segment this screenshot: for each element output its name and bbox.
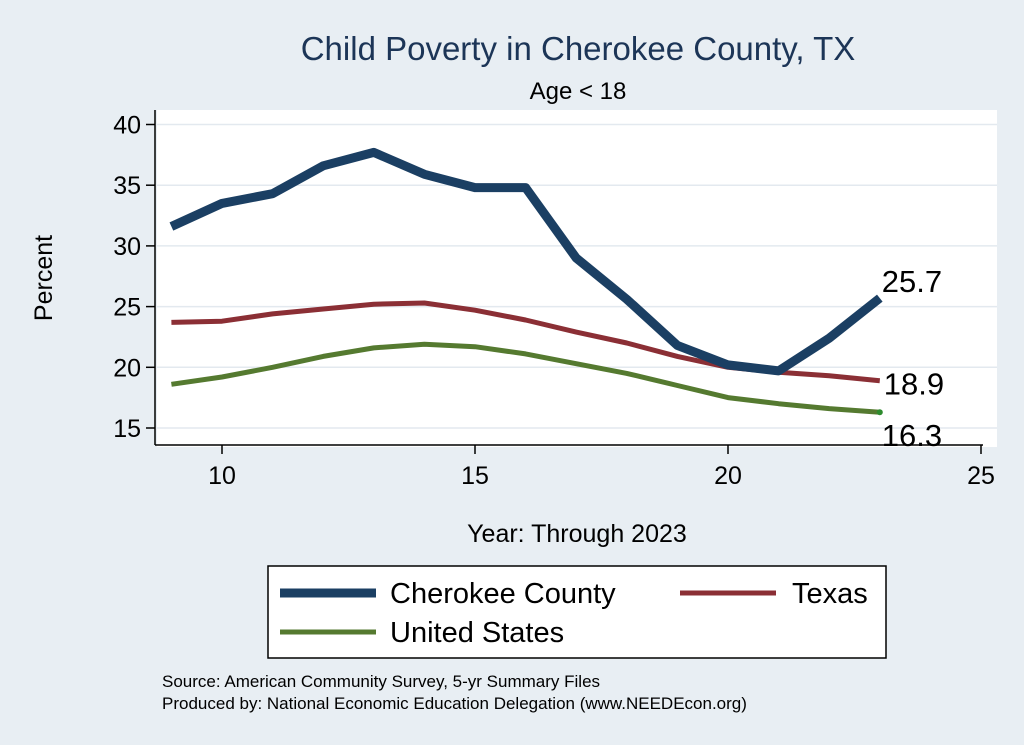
legend: Cherokee County Texas United States [267,565,887,659]
chart-subtitle: Age < 18 [530,78,627,105]
source-note: Source: American Community Survey, 5-yr … [162,672,600,691]
x-tick-label: 15 [461,462,489,490]
y-axis-title: Percent [30,235,58,321]
chart-title: Child Poverty in Cherokee County, TX [301,30,856,67]
legend-label-cherokee-county: Cherokee County [390,578,616,610]
legend-label-united-states: United States [390,617,564,649]
y-tick-label: 30 [113,233,141,261]
y-tick-label: 40 [113,112,141,140]
end-label-cherokee-county: 25.7 [882,264,942,299]
plot-area [157,110,997,447]
x-tick-label: 25 [967,462,995,490]
end-labels: 25.7 18.9 16.3 [882,264,944,453]
x-axis-title: Year: Through 2023 [467,520,687,548]
x-tick-label: 10 [208,462,236,490]
y-tick-label: 35 [113,172,141,200]
series-end-marker [876,409,883,416]
series-group [169,147,883,416]
legend-label-texas: Texas [792,578,868,610]
legend-box [267,565,887,659]
end-label-united-states: 16.3 [882,418,942,453]
y-tick-label: 15 [113,415,141,443]
y-tick-label: 25 [113,294,141,322]
x-tick-label: 20 [714,462,742,490]
y-tick-label: 20 [113,354,141,382]
end-label-texas: 18.9 [884,367,944,402]
series-line-united-states [171,341,880,415]
grid-lines [157,123,997,429]
axes: 15 20 25 30 35 40 10 15 20 25 [113,110,995,490]
series-line-cherokee-county [169,147,883,376]
producer-note: Produced by: National Economic Education… [162,694,747,713]
